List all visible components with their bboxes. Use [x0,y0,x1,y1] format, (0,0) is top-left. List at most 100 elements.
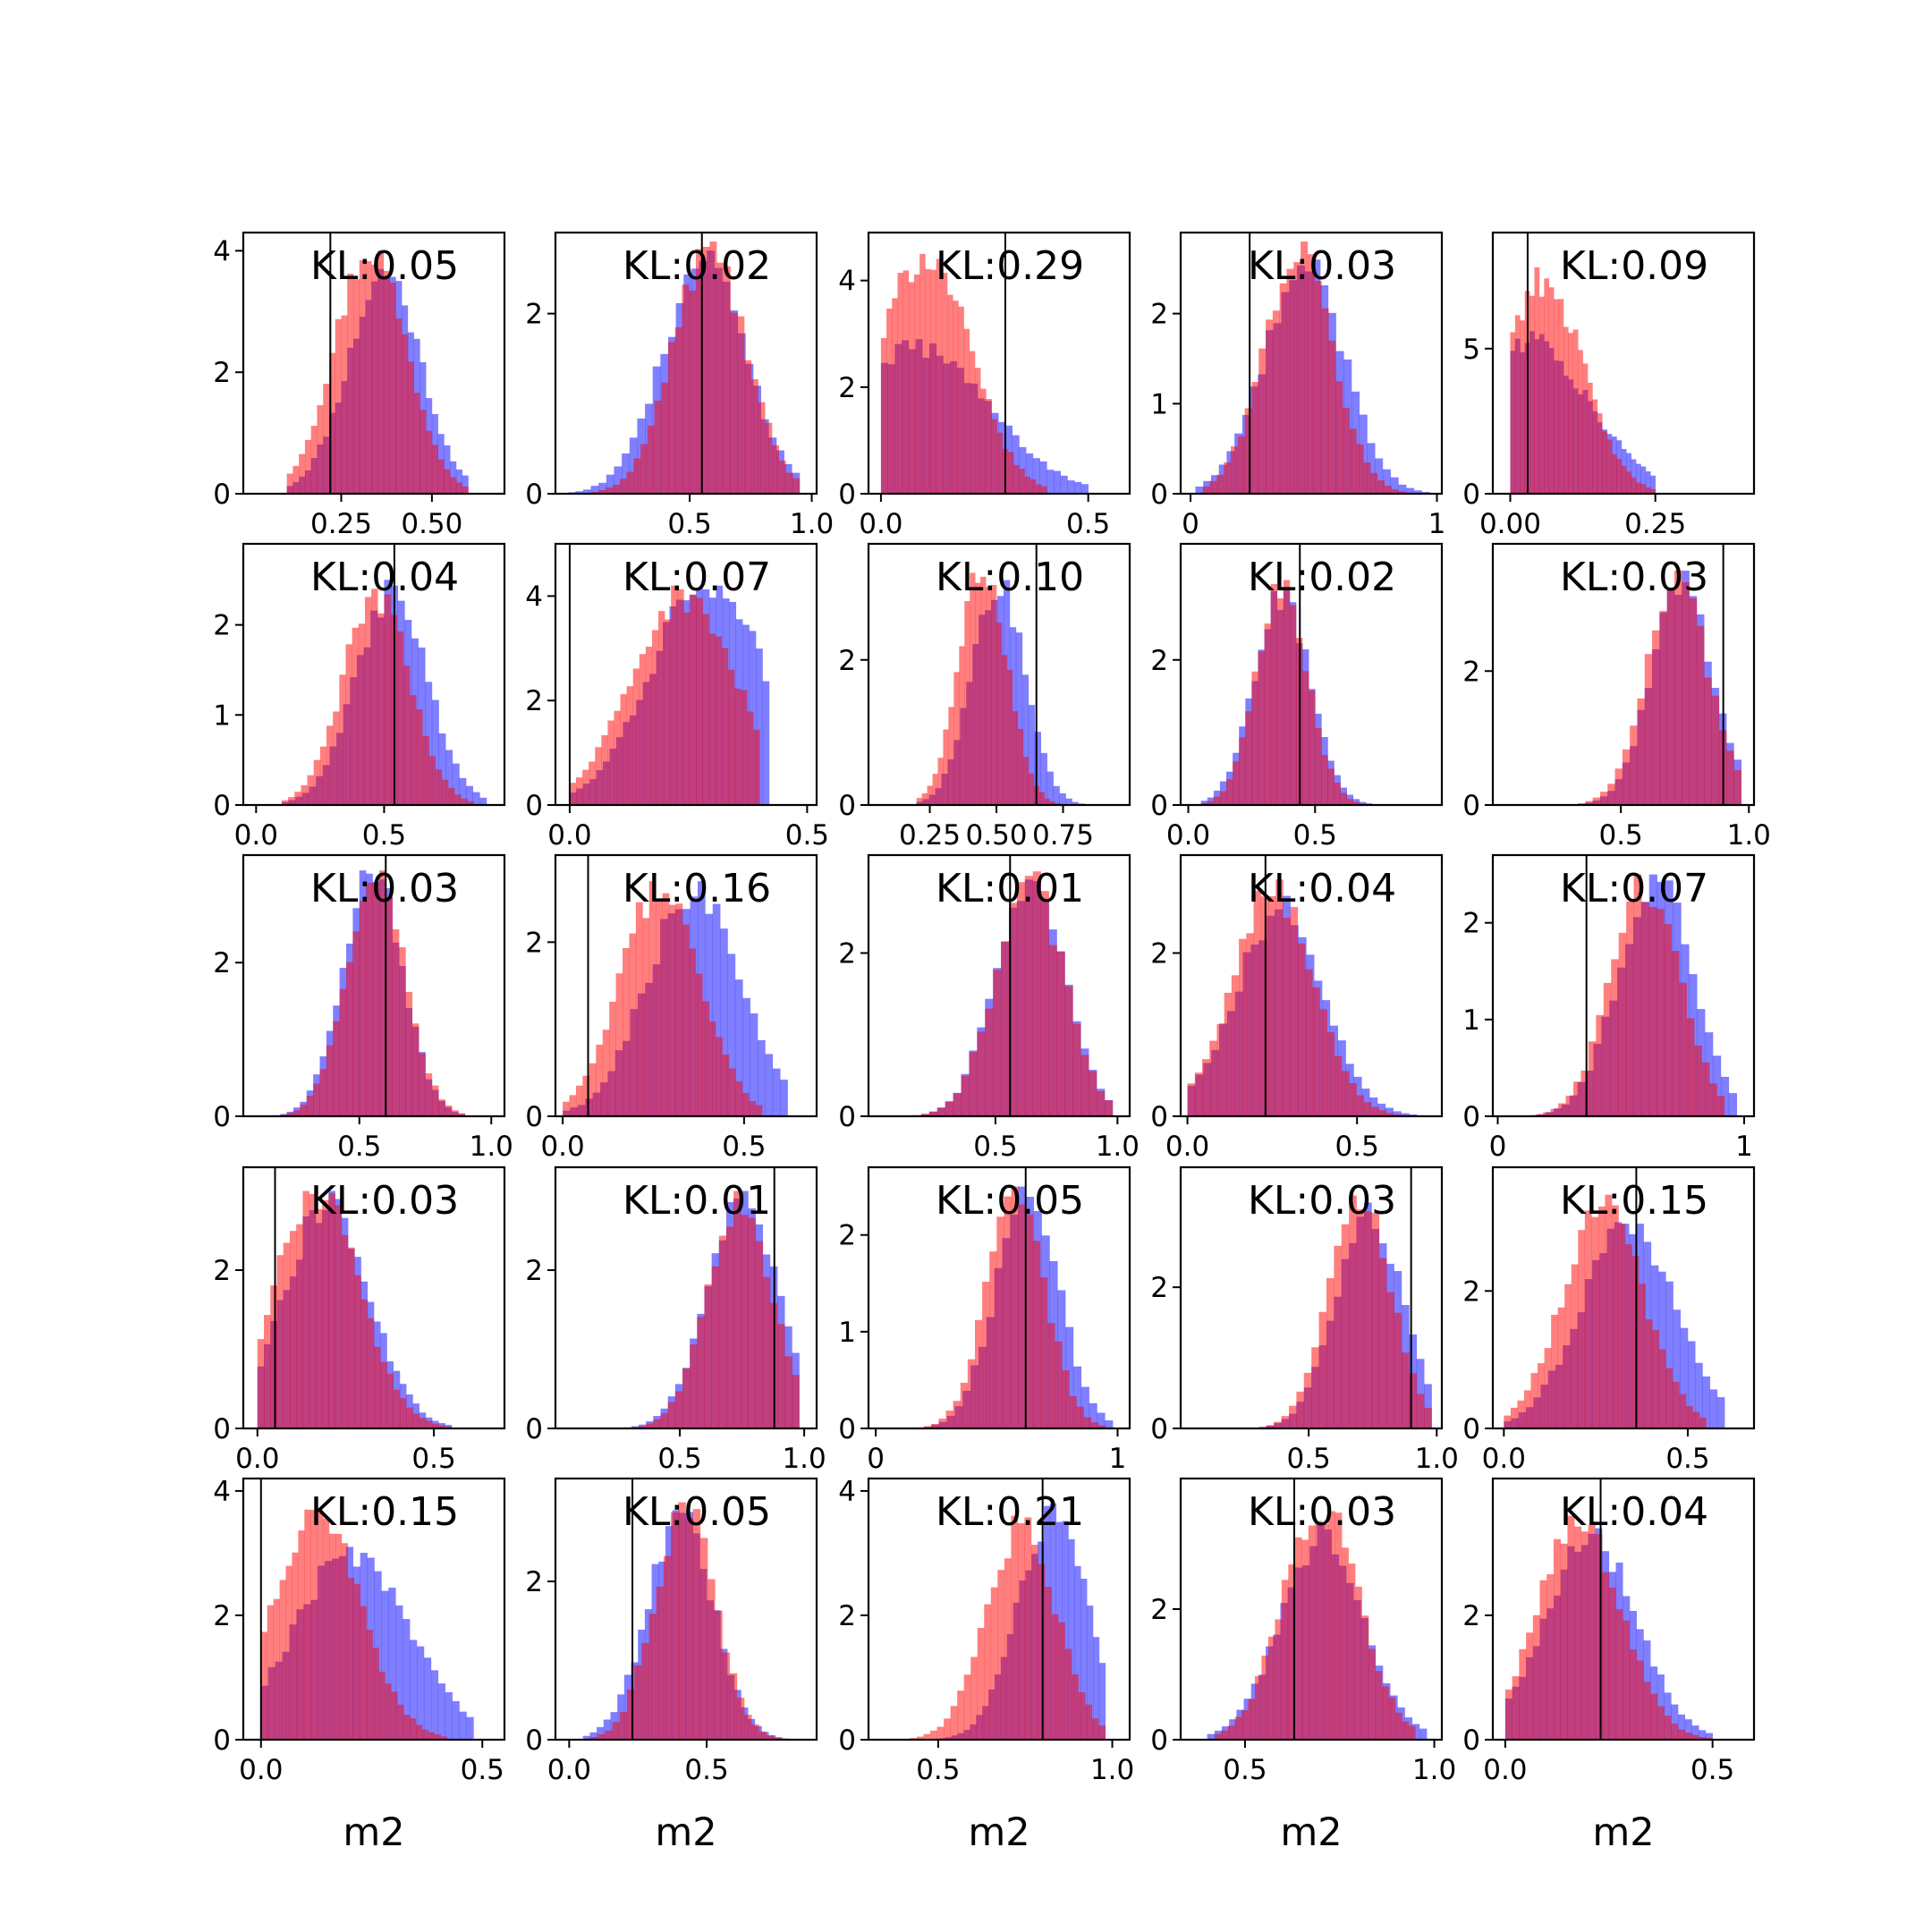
red-histogram-bar [1032,871,1041,1116]
red-histogram-bar [1334,1055,1343,1116]
red-histogram-bar [1652,1329,1660,1428]
blue-histogram-bar [582,489,591,494]
red-histogram-bar [1544,1348,1552,1428]
red-histogram-bar [1047,1323,1055,1428]
red-histogram-bar [1274,1421,1282,1428]
red-histogram-bar [1686,1018,1695,1116]
red-histogram-bar [699,1538,708,1740]
red-histogram-bar [1248,1699,1256,1740]
red-histogram-bar [1363,1102,1372,1116]
red-histogram-bar [411,1023,419,1116]
axes-frame [1491,1165,1756,1430]
red-histogram-bar [1592,399,1598,494]
red-histogram-bar [309,1193,317,1428]
x-tick-label: 0.0 [540,1131,584,1163]
red-histogram-bar [953,672,960,805]
red-histogram-bar [1682,581,1690,805]
red-histogram-bar [1215,1733,1222,1740]
red-histogram-bar [569,783,577,805]
red-histogram-bar [656,1586,665,1740]
red-histogram-bar [1213,796,1221,805]
red-histogram-bar [366,1630,373,1740]
red-histogram-bar [1645,1319,1653,1428]
blue-histogram-bar [1671,1704,1679,1740]
y-tick-label: 2 [1150,645,1168,677]
y-tick-label: 4 [838,1476,856,1508]
red-histogram-bar [1241,1710,1249,1740]
red-histogram-bar [792,478,801,494]
bars [281,544,487,805]
red-histogram-bar [985,1008,994,1116]
blue-histogram-bar [1072,801,1079,805]
red-histogram-bar [1272,310,1280,494]
red-histogram-bar [1530,1373,1538,1428]
blue-histogram-bar [1416,1359,1425,1428]
red-histogram-bar [1602,431,1607,494]
y-tick-label: 2 [213,357,231,389]
blue-histogram-bar [758,1039,766,1116]
y-tick-label: 2 [1150,938,1168,970]
x-tick-label: 1.0 [1412,1754,1456,1786]
red-histogram-bar [386,897,393,1116]
red-histogram-bar [1363,462,1371,494]
kl-annotation: KL:0.02 [623,243,771,289]
red-histogram-bar [1550,1108,1559,1116]
red-histogram-bar [285,1565,292,1740]
x-tick-label: 0 [1489,1131,1507,1163]
red-histogram-bar [1685,1406,1693,1428]
x-tick-label: 1.0 [470,1131,513,1163]
red-histogram-bar [642,918,650,1116]
red-histogram-bar [412,1413,419,1428]
bars [1497,855,1738,1116]
x-tick-label: 0.0 [547,819,591,852]
blue-histogram-bar [1716,1397,1725,1428]
red-histogram-bar [932,774,938,805]
red-histogram-bar [1187,1083,1196,1116]
red-histogram-bar [1394,1712,1402,1740]
red-histogram-bar [629,933,637,1116]
blue-histogram-bar [1359,801,1367,805]
red-histogram-bar [1607,784,1615,805]
red-histogram-bar [296,1224,303,1428]
y-tick-label: 0 [525,479,543,511]
blue-histogram-bar [452,763,460,805]
red-histogram-bar [605,1730,613,1740]
red-histogram-bar [1568,333,1574,494]
red-histogram-bar [741,1092,750,1116]
red-histogram-bar [613,484,621,494]
red-histogram-bar [1224,992,1233,1116]
red-histogram-bar [766,1735,775,1740]
red-histogram-bar [1699,1736,1707,1740]
red-histogram-bar [283,1242,291,1428]
y-tick-label: 2 [1150,299,1168,331]
red-histogram-bar [1245,711,1252,805]
red-histogram-bar [359,901,367,1116]
red-histogram-bar [748,1217,756,1428]
x-tick-label: 0 [867,1443,885,1475]
red-histogram-bar [758,1731,767,1740]
red-histogram-bar [1062,1370,1070,1428]
red-histogram-bar [1514,315,1521,494]
blue-histogram-bar [1640,466,1647,494]
red-histogram-bar [1595,1534,1603,1740]
red-histogram-bar [328,352,336,494]
red-histogram-bar [1017,1522,1025,1740]
blue-histogram-bar [417,1646,425,1740]
blue-histogram-bar [455,469,462,494]
red-histogram-bar [1645,487,1651,494]
red-histogram-bar [1588,1041,1597,1116]
red-histogram-bar [1684,1733,1692,1740]
red-histogram-bar [319,746,327,805]
x-tick-label: 1 [1735,1131,1753,1163]
red-histogram-bar [383,270,390,494]
red-histogram-bar [1726,750,1734,805]
red-histogram-bar [963,1674,971,1740]
red-histogram-bar [785,472,793,494]
blue-histogram-bar [1375,458,1384,494]
y-tick-label: 0 [213,1724,231,1757]
x-tick-label: 0.25 [1624,508,1686,540]
blue-histogram-bar [597,1726,605,1740]
y-tick-label: 0 [1462,1413,1480,1445]
red-histogram-bar [1370,472,1378,494]
x-tick-label: 0.0 [547,1754,591,1786]
